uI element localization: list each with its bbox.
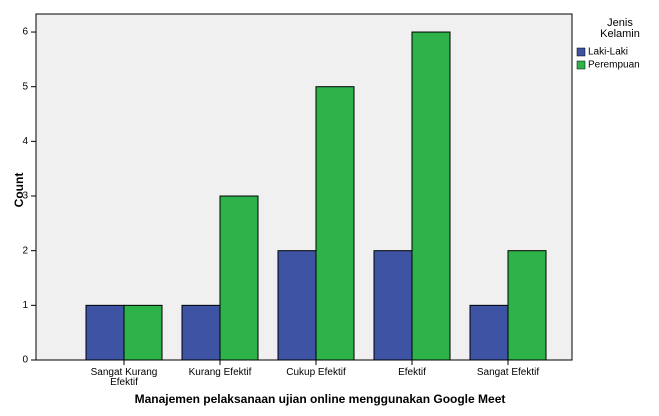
legend-title: Jenis Kelamin bbox=[600, 17, 640, 40]
y-tick-label: 3 bbox=[22, 191, 28, 202]
x-tick-label: Sangat Efektif bbox=[476, 367, 540, 378]
y-tick-label: 0 bbox=[22, 355, 28, 366]
x-axis-title: Manajemen pelaksanaan ujian online mengg… bbox=[134, 392, 506, 406]
bar bbox=[411, 31, 451, 361]
y-tick-label: 6 bbox=[22, 27, 28, 38]
legend-swatch bbox=[576, 47, 586, 57]
y-tick-label: 1 bbox=[22, 300, 28, 311]
bar bbox=[219, 195, 259, 361]
bar bbox=[123, 304, 163, 361]
bar bbox=[85, 304, 125, 361]
y-tick-label: 2 bbox=[22, 245, 28, 256]
legend-label: Perempuan bbox=[588, 60, 640, 71]
bar bbox=[277, 250, 317, 361]
x-tick-label: Sangat Kurang Efektif bbox=[90, 367, 158, 388]
x-tick-label: Cukup Efektif bbox=[286, 367, 346, 378]
bar bbox=[373, 250, 413, 361]
y-tick-label: 4 bbox=[22, 136, 28, 147]
y-tick-label: 5 bbox=[22, 81, 28, 92]
legend-swatch bbox=[576, 60, 586, 70]
bar bbox=[507, 250, 547, 361]
legend-label: Laki-Laki bbox=[588, 47, 628, 58]
y-axis-title: Count bbox=[12, 173, 26, 208]
x-tick-label: Kurang Efektif bbox=[188, 367, 252, 378]
bar bbox=[181, 304, 221, 361]
bar bbox=[315, 86, 355, 361]
x-tick-label: Efektif bbox=[398, 367, 426, 378]
bar bbox=[469, 304, 509, 361]
